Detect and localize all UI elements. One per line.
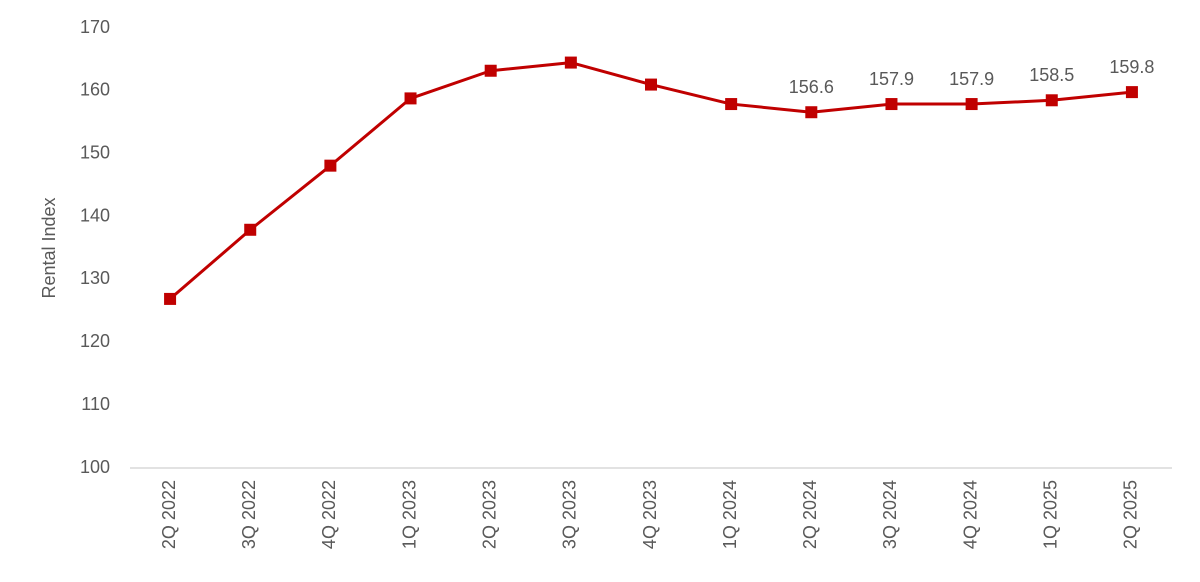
marker (404, 92, 417, 105)
marker (164, 292, 177, 305)
x-tick-label: 1Q 2025 (1041, 480, 1061, 549)
marker (965, 98, 978, 111)
line (169, 61, 1133, 301)
marker (324, 159, 337, 172)
data-label: 157.9 (949, 69, 994, 89)
x-tick-label: 2Q 2024 (800, 480, 820, 549)
x-tick-label: 2Q 2023 (479, 480, 499, 549)
marker (484, 64, 497, 77)
marker (645, 78, 657, 91)
y-tick-label: 150 (80, 142, 110, 162)
marker (725, 98, 738, 111)
y-tick-label: 110 (81, 394, 110, 414)
x-tick-label: 2Q 2022 (159, 480, 179, 549)
marker (1045, 94, 1058, 107)
x-tick-label: 1Q 2024 (720, 480, 740, 549)
y-tick-label: 140 (80, 205, 110, 225)
y-tick-label: 170 (80, 17, 110, 37)
data-label: 156.6 (789, 77, 834, 97)
marker (1125, 86, 1138, 99)
x-tick-label: 3Q 2023 (560, 480, 580, 549)
x-tick-label: 3Q 2024 (880, 480, 900, 549)
y-tick-label: 160 (80, 80, 110, 100)
marker (244, 223, 257, 236)
y-tick-label: 120 (80, 331, 110, 351)
x-tick-label: 4Q 2023 (640, 480, 660, 549)
x-tick-label: 2Q 2025 (1121, 480, 1141, 549)
marker (564, 56, 577, 69)
y-tick-label: 100 (80, 457, 110, 477)
marker (805, 106, 818, 119)
y-tick-label: 130 (80, 268, 110, 288)
x-tick-label: 1Q 2023 (399, 480, 419, 549)
x-tick-label: 4Q 2024 (960, 480, 980, 549)
x-tick-label: 3Q 2022 (239, 480, 259, 549)
data-label: 158.5 (1029, 65, 1074, 85)
y-axis-title: Rental Index (39, 197, 59, 298)
data-label: 159.8 (1109, 57, 1154, 77)
x-tick-label: 4Q 2022 (319, 480, 339, 549)
data-label: 157.9 (869, 69, 914, 89)
marker (885, 98, 898, 111)
